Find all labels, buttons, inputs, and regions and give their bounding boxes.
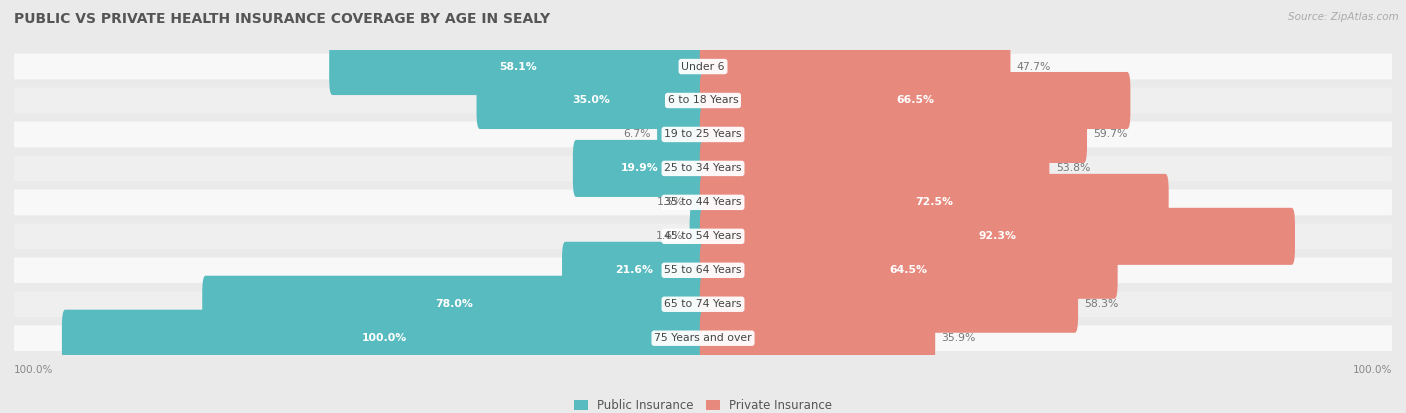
FancyBboxPatch shape	[14, 156, 1392, 181]
FancyBboxPatch shape	[14, 121, 1392, 147]
FancyBboxPatch shape	[700, 276, 1078, 333]
Text: 47.7%: 47.7%	[1017, 62, 1052, 71]
FancyBboxPatch shape	[62, 310, 706, 367]
FancyBboxPatch shape	[700, 242, 1118, 299]
Text: 6 to 18 Years: 6 to 18 Years	[668, 95, 738, 105]
FancyBboxPatch shape	[657, 106, 706, 163]
Text: 55 to 64 Years: 55 to 64 Years	[664, 265, 742, 275]
Text: 72.5%: 72.5%	[915, 197, 953, 207]
Text: 65 to 74 Years: 65 to 74 Years	[664, 299, 742, 309]
Text: 64.5%: 64.5%	[890, 265, 928, 275]
Text: 21.6%: 21.6%	[614, 265, 654, 275]
FancyBboxPatch shape	[14, 54, 1392, 79]
FancyBboxPatch shape	[700, 310, 935, 367]
FancyBboxPatch shape	[562, 242, 706, 299]
Text: 58.1%: 58.1%	[499, 62, 537, 71]
Text: 45 to 54 Years: 45 to 54 Years	[664, 231, 742, 241]
Text: 1.6%: 1.6%	[655, 231, 683, 241]
FancyBboxPatch shape	[700, 208, 1295, 265]
FancyBboxPatch shape	[14, 223, 1392, 249]
FancyBboxPatch shape	[14, 88, 1392, 114]
Text: 66.5%: 66.5%	[896, 95, 934, 105]
Text: 1.5%: 1.5%	[657, 197, 683, 207]
Text: 53.8%: 53.8%	[1056, 164, 1090, 173]
Text: 59.7%: 59.7%	[1094, 129, 1128, 140]
Text: 6.7%: 6.7%	[623, 129, 651, 140]
FancyBboxPatch shape	[700, 174, 1168, 231]
FancyBboxPatch shape	[700, 38, 1011, 95]
FancyBboxPatch shape	[700, 72, 1130, 129]
Text: Source: ZipAtlas.com: Source: ZipAtlas.com	[1288, 12, 1399, 22]
FancyBboxPatch shape	[477, 72, 706, 129]
FancyBboxPatch shape	[14, 190, 1392, 215]
Text: 100.0%: 100.0%	[361, 333, 406, 343]
FancyBboxPatch shape	[329, 38, 706, 95]
Text: 75 Years and over: 75 Years and over	[654, 333, 752, 343]
Text: 19.9%: 19.9%	[620, 164, 658, 173]
Text: 78.0%: 78.0%	[436, 299, 474, 309]
FancyBboxPatch shape	[202, 276, 706, 333]
FancyBboxPatch shape	[14, 291, 1392, 317]
Text: PUBLIC VS PRIVATE HEALTH INSURANCE COVERAGE BY AGE IN SEALY: PUBLIC VS PRIVATE HEALTH INSURANCE COVER…	[14, 12, 550, 26]
Text: 19 to 25 Years: 19 to 25 Years	[664, 129, 742, 140]
Text: 35 to 44 Years: 35 to 44 Years	[664, 197, 742, 207]
Text: 35.9%: 35.9%	[942, 333, 976, 343]
Text: Under 6: Under 6	[682, 62, 724, 71]
Text: 100.0%: 100.0%	[1353, 366, 1392, 375]
Text: 25 to 34 Years: 25 to 34 Years	[664, 164, 742, 173]
Legend: Public Insurance, Private Insurance: Public Insurance, Private Insurance	[569, 394, 837, 413]
FancyBboxPatch shape	[14, 325, 1392, 351]
Text: 35.0%: 35.0%	[572, 95, 610, 105]
FancyBboxPatch shape	[14, 257, 1392, 283]
Text: 100.0%: 100.0%	[14, 366, 53, 375]
FancyBboxPatch shape	[700, 106, 1087, 163]
FancyBboxPatch shape	[690, 174, 706, 231]
FancyBboxPatch shape	[572, 140, 706, 197]
Text: 92.3%: 92.3%	[979, 231, 1017, 241]
FancyBboxPatch shape	[700, 140, 1049, 197]
Text: 58.3%: 58.3%	[1084, 299, 1119, 309]
FancyBboxPatch shape	[689, 208, 706, 265]
